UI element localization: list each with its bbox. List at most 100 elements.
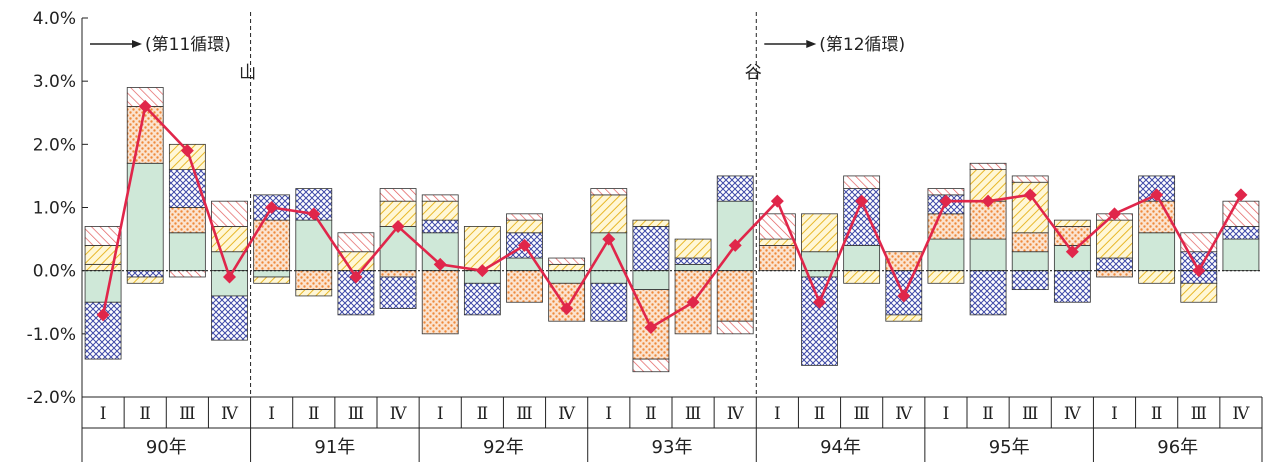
bar-segment-red bbox=[337, 232, 375, 253]
year-label: 95年 bbox=[989, 437, 1030, 458]
bar-segment-blue bbox=[126, 270, 164, 278]
quarter-label: Ⅲ bbox=[179, 404, 195, 424]
bar-segment-blue bbox=[674, 257, 712, 265]
y-axis-ticks: 4.0% 3.0% 2.0% 1.0% 0.0% -1.0% -2.0% bbox=[27, 9, 88, 408]
bar-segment-yellow bbox=[506, 219, 543, 234]
bar-segment-yellow bbox=[927, 270, 965, 284]
bar-segment-red bbox=[1222, 200, 1260, 227]
bar-stack bbox=[1222, 200, 1260, 272]
bar-segment-orange bbox=[126, 106, 164, 164]
bar-segment-orange bbox=[716, 270, 754, 322]
bar-segment-green bbox=[379, 226, 417, 272]
quarter-label: Ⅳ bbox=[390, 404, 408, 424]
bar-stack bbox=[885, 251, 923, 322]
bar-segment-orange bbox=[506, 270, 543, 303]
growth-line bbox=[96, 99, 1248, 335]
growth-line-point bbox=[644, 321, 658, 335]
bar-segment-yellow bbox=[1138, 270, 1176, 284]
bar-segment-yellow bbox=[632, 219, 670, 227]
growth-line-point bbox=[770, 194, 784, 208]
bar-stack bbox=[126, 87, 164, 284]
bar-segment-green bbox=[1222, 238, 1260, 272]
bar-segment-blue bbox=[1096, 257, 1133, 272]
bar-segment-red bbox=[632, 358, 670, 373]
growth-line-point bbox=[939, 194, 953, 208]
bar-segment-red bbox=[548, 257, 586, 265]
growth-line-point bbox=[855, 194, 869, 208]
bar-segment-red bbox=[168, 270, 206, 278]
growth-line-point bbox=[138, 99, 152, 113]
quarter-label: Ⅳ bbox=[727, 404, 745, 424]
bar-segment-blue bbox=[379, 276, 417, 309]
growth-line-point bbox=[265, 201, 279, 214]
bar-segment-red bbox=[1011, 175, 1049, 183]
growth-line-point bbox=[1150, 188, 1164, 202]
bar-segment-red bbox=[421, 194, 459, 202]
bar-segment-red bbox=[211, 200, 248, 227]
quarter-label: Ⅲ bbox=[853, 404, 869, 424]
bar-segment-yellow bbox=[885, 314, 923, 322]
cycle-label: (第12循環) bbox=[819, 35, 905, 55]
y-tick-label: 2.0% bbox=[33, 135, 76, 155]
bar-segment-blue bbox=[1222, 226, 1260, 240]
year-label: 93年 bbox=[652, 437, 693, 458]
growth-line-point bbox=[897, 289, 911, 303]
quarter-label: Ⅱ bbox=[1151, 404, 1163, 424]
quarter-label: Ⅰ bbox=[268, 404, 275, 424]
growth-line-point bbox=[349, 270, 363, 284]
bar-segment-red bbox=[1180, 232, 1218, 253]
quarter-label: Ⅱ bbox=[814, 404, 826, 424]
year-label: 90年 bbox=[146, 437, 187, 458]
bar-segment-red bbox=[84, 226, 122, 246]
year-label: 92年 bbox=[483, 437, 524, 458]
bar-segment-red bbox=[927, 188, 965, 196]
bar-segment-orange bbox=[1096, 270, 1133, 278]
bar-stack bbox=[84, 226, 122, 360]
bar-segment-yellow bbox=[758, 238, 796, 246]
cycle-label: (第11循環) bbox=[145, 35, 231, 55]
growth-line-point bbox=[307, 207, 321, 221]
bar-segment-green bbox=[1011, 251, 1049, 272]
quarter-label: Ⅰ bbox=[943, 404, 950, 424]
quarter-label: Ⅱ bbox=[139, 404, 151, 424]
growth-line-point bbox=[1192, 264, 1206, 278]
bar-segment-green bbox=[295, 219, 333, 272]
quarter-label: Ⅲ bbox=[516, 404, 532, 424]
bar-segment-yellow bbox=[843, 270, 881, 284]
quarter-label: Ⅲ bbox=[1022, 404, 1038, 424]
bar-segment-blue bbox=[253, 194, 291, 221]
growth-line-point bbox=[813, 295, 826, 309]
quarter-label: Ⅲ bbox=[348, 404, 364, 424]
year-label: 96年 bbox=[1157, 437, 1198, 458]
bar-stack bbox=[758, 213, 796, 272]
y-tick-label: 1.0% bbox=[33, 199, 76, 219]
quarter-label: Ⅱ bbox=[308, 404, 320, 424]
bar-stack bbox=[168, 143, 206, 278]
bar-segment-yellow bbox=[590, 194, 628, 234]
quarter-label: Ⅳ bbox=[558, 404, 576, 424]
quarter-label: Ⅳ bbox=[1064, 404, 1082, 424]
bar-segment-blue bbox=[969, 270, 1007, 316]
quarter-label: Ⅰ bbox=[100, 404, 107, 424]
y-tick-label: -1.0% bbox=[27, 325, 76, 345]
year-label: 91年 bbox=[314, 437, 355, 458]
y-tick-label: 0.0% bbox=[33, 262, 76, 282]
bar-segment-blue bbox=[590, 282, 628, 322]
bar-segment-green bbox=[969, 238, 1007, 272]
bar-segment-blue bbox=[716, 175, 754, 202]
bar-segment-yellow bbox=[126, 276, 164, 284]
bar-segment-blue bbox=[1011, 270, 1049, 291]
bar-stack bbox=[1053, 219, 1091, 303]
growth-line-point bbox=[981, 194, 995, 208]
bar-segment-yellow bbox=[295, 289, 333, 297]
bar-segment-red bbox=[969, 162, 1007, 171]
quarter-label: Ⅳ bbox=[221, 404, 239, 424]
stacked-bars bbox=[84, 87, 1260, 373]
bar-segment-yellow bbox=[253, 276, 291, 284]
y-tick-label: 3.0% bbox=[33, 72, 76, 92]
bar-segment-orange bbox=[1011, 232, 1049, 253]
growth-line-point bbox=[475, 264, 489, 278]
cycle-turning-label: 山 bbox=[239, 63, 256, 83]
bar-stack bbox=[590, 188, 628, 322]
